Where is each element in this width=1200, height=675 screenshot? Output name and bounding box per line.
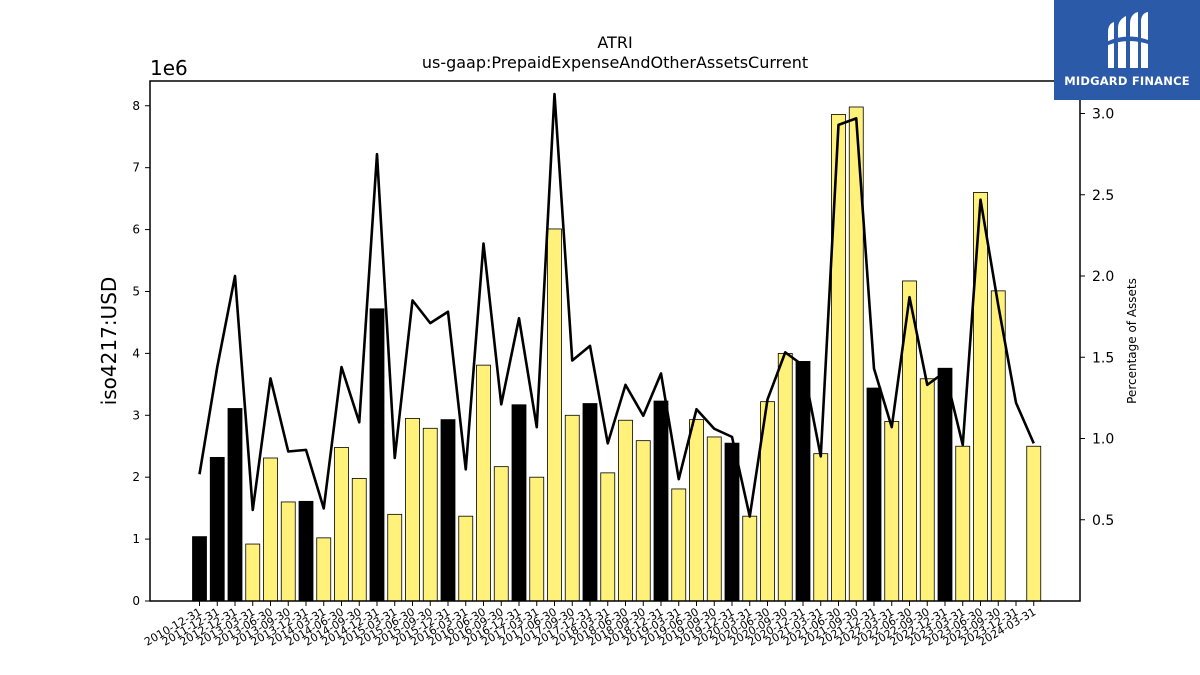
bar bbox=[529, 476, 545, 602]
y-tick-label: 4 bbox=[132, 346, 140, 360]
bar bbox=[919, 378, 935, 602]
bar bbox=[316, 537, 332, 602]
percentage-line bbox=[198, 92, 1035, 518]
bar bbox=[440, 419, 456, 602]
y2-tick-label: 0.5 bbox=[1092, 513, 1114, 529]
bar bbox=[955, 445, 971, 602]
bar bbox=[564, 414, 580, 602]
bar bbox=[582, 403, 598, 602]
bar bbox=[724, 442, 740, 602]
bar bbox=[227, 408, 243, 602]
bar bbox=[653, 400, 669, 602]
bar bbox=[706, 436, 722, 602]
bar bbox=[280, 501, 296, 602]
y-tick-label: 1 bbox=[132, 532, 140, 546]
bar bbox=[742, 515, 758, 602]
bar bbox=[831, 114, 846, 602]
bar bbox=[795, 361, 811, 602]
bar bbox=[547, 228, 562, 602]
bar bbox=[245, 543, 261, 602]
bar bbox=[777, 352, 793, 602]
y-tick-label: 6 bbox=[132, 223, 140, 237]
y-tick-label: 7 bbox=[132, 161, 140, 175]
bar bbox=[209, 456, 225, 602]
y-tick-label: 8 bbox=[132, 99, 140, 113]
bar bbox=[884, 421, 900, 602]
bar bbox=[263, 457, 278, 602]
y-axis-offset-label: 1e6 bbox=[150, 56, 188, 80]
bar bbox=[369, 308, 385, 602]
bar bbox=[387, 513, 403, 602]
chart-subtitle: us-gaap:PrepaidExpenseAndOtherAssetsCurr… bbox=[422, 53, 808, 72]
axes-group: 0123456780.51.01.52.02.53.02010-12-31201… bbox=[132, 80, 1114, 649]
bar bbox=[635, 440, 651, 602]
bar bbox=[511, 404, 527, 602]
y-axis-label: iso4217:USD bbox=[97, 277, 121, 406]
bar bbox=[1026, 445, 1042, 602]
bar bbox=[618, 419, 633, 602]
y-tick-label: 2 bbox=[132, 470, 140, 484]
y-tick-label: 3 bbox=[132, 408, 140, 422]
bar bbox=[334, 447, 349, 602]
bar bbox=[600, 472, 616, 602]
bar bbox=[458, 515, 474, 602]
logo-text: MIDGARD FINANCE bbox=[1064, 74, 1190, 88]
bar bbox=[671, 488, 687, 602]
chart-title: ATRI bbox=[597, 33, 632, 52]
y-tick-label: 0 bbox=[132, 594, 140, 608]
bar bbox=[493, 466, 509, 602]
y2-tick-label: 2.5 bbox=[1092, 188, 1114, 204]
y2-axis-label: Percentage of Assets bbox=[1125, 278, 1139, 404]
logo-mark-icon bbox=[1106, 12, 1148, 68]
y-tick-label: 5 bbox=[132, 284, 140, 298]
y2-tick-label: 2.0 bbox=[1092, 269, 1114, 285]
plot-frame bbox=[149, 80, 1081, 602]
bar bbox=[422, 427, 438, 602]
bar bbox=[192, 536, 207, 602]
brand-logo: MIDGARD FINANCE bbox=[1054, 0, 1200, 100]
y2-tick-label: 3.0 bbox=[1092, 107, 1114, 123]
bar bbox=[866, 387, 882, 602]
bar bbox=[689, 419, 704, 602]
line-group bbox=[198, 92, 1035, 518]
bar bbox=[937, 367, 953, 602]
bar bbox=[351, 478, 367, 602]
y2-tick-label: 1.0 bbox=[1092, 432, 1114, 448]
bar bbox=[298, 500, 314, 602]
y2-tick-label: 1.5 bbox=[1092, 350, 1114, 366]
bar bbox=[405, 417, 420, 602]
bar bbox=[813, 453, 829, 602]
bar bbox=[476, 364, 491, 602]
bars-group bbox=[192, 106, 1042, 602]
